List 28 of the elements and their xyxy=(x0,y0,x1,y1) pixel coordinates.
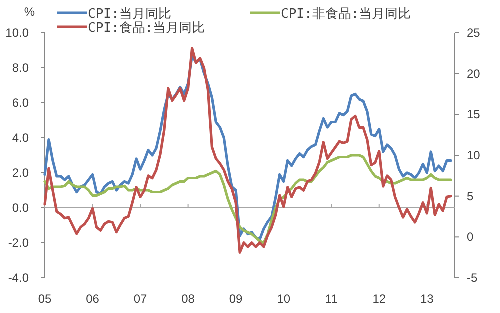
y2-tick-label: 20 xyxy=(467,66,481,81)
y2-tick-label: 10 xyxy=(467,148,481,162)
x-tick-label: 08 xyxy=(182,292,196,306)
x-tick-label: 11 xyxy=(325,292,338,306)
x-tick-label: 13 xyxy=(420,292,434,306)
x-tick-label: 05 xyxy=(38,292,52,306)
y-tick-label: 0.0 xyxy=(12,201,30,215)
y2-tick-label: -5 xyxy=(467,271,478,285)
legend-label: CPI:食品:当月同比 xyxy=(88,21,206,36)
y-tick-label: 8.0 xyxy=(12,61,30,75)
legend-label: CPI:当月同比 xyxy=(88,7,172,22)
y-tick-label: -2.0 xyxy=(8,236,30,250)
x-tick-label: 07 xyxy=(134,292,148,306)
x-tick-label: 12 xyxy=(372,292,386,306)
y-tick-label: -4.0 xyxy=(8,271,30,285)
legend-label: CPI:非食品:当月同比 xyxy=(281,7,412,22)
y2-tick-label: 5 xyxy=(467,189,474,204)
y-tick-label: 4.0 xyxy=(12,131,30,145)
y2-tick-label: 15 xyxy=(467,108,481,122)
y2-tick-label: 0 xyxy=(467,230,474,244)
y-tick-label: 2.0 xyxy=(12,166,30,180)
y-tick-label: 10.0 xyxy=(6,26,30,40)
x-tick-label: 10 xyxy=(277,292,291,306)
y2-tick-label: 25 xyxy=(467,26,481,40)
x-tick-label: 09 xyxy=(229,292,244,306)
x-tick-label: 06 xyxy=(86,292,100,306)
y-axis-title: % xyxy=(24,5,36,19)
y-tick-label: 6.0 xyxy=(12,96,30,110)
